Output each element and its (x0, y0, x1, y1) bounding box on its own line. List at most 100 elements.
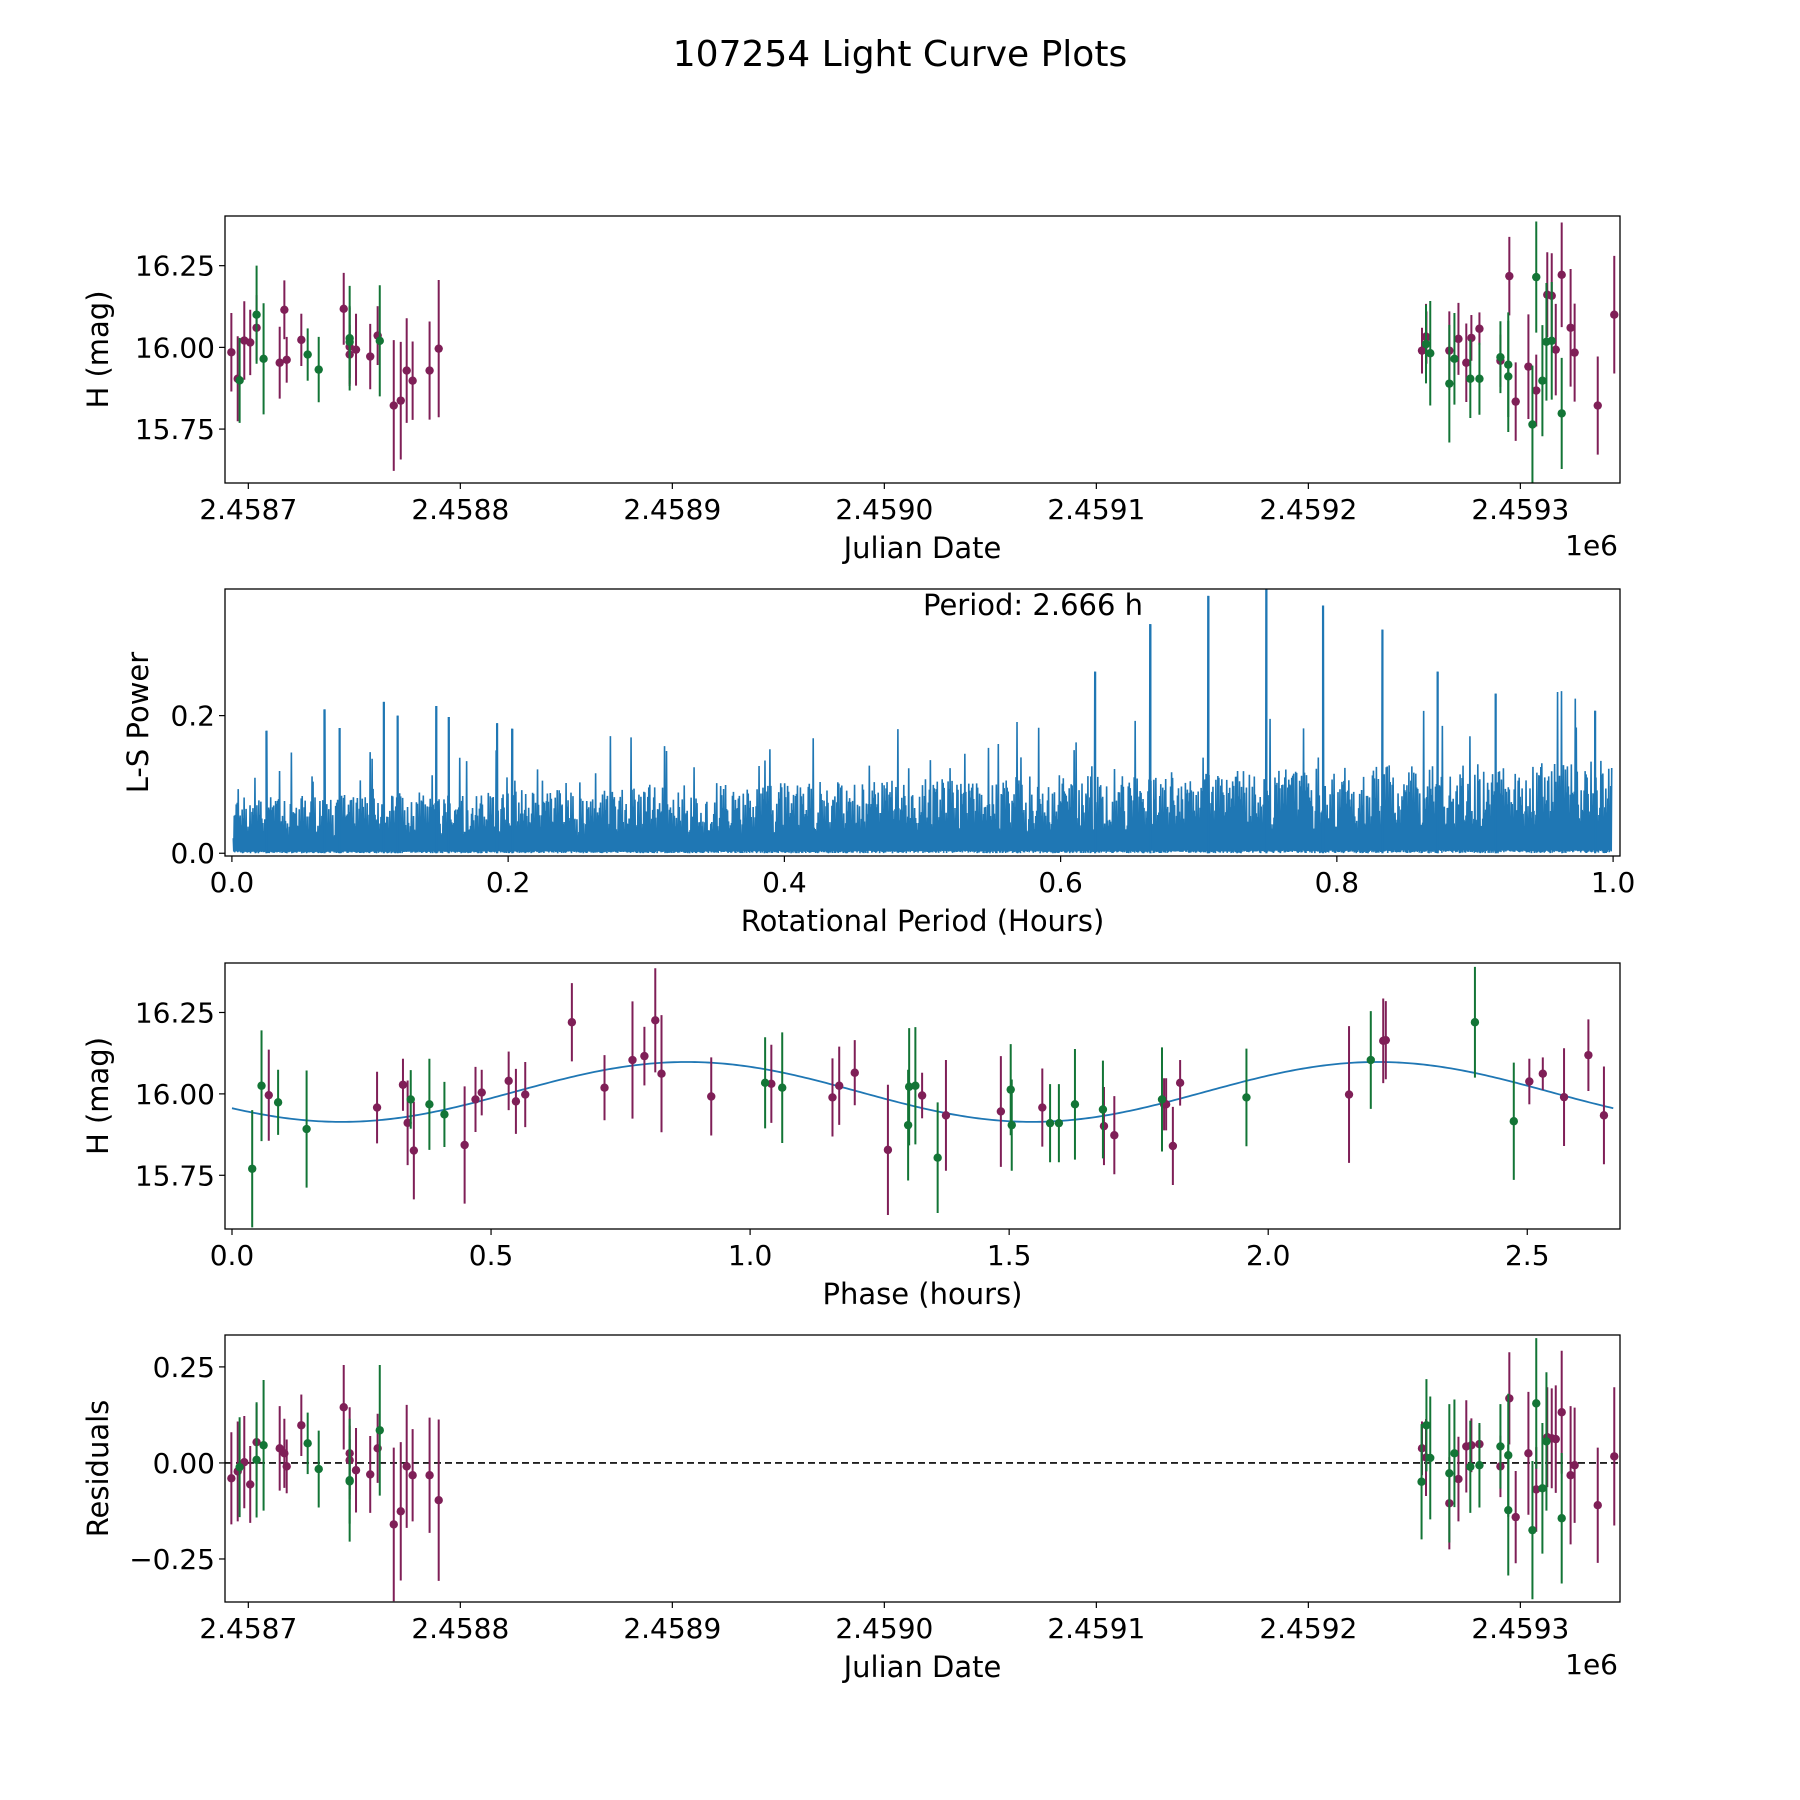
data-point (351, 1466, 361, 1475)
x-tick-label: 2.4590 (835, 493, 933, 526)
plot-area (231, 966, 1614, 1228)
data-point (252, 1455, 261, 1465)
data-point (1462, 358, 1471, 367)
plot-area (225, 1338, 1620, 1602)
data-point (257, 1081, 266, 1090)
data-point (425, 1100, 434, 1109)
data-point (1584, 1050, 1593, 1060)
data-point (835, 1081, 844, 1090)
data-point (1509, 1117, 1518, 1126)
data-point (1381, 1035, 1391, 1045)
x-tick-label: 1.0 (728, 1239, 773, 1272)
data-point (521, 1090, 530, 1099)
data-point (1242, 1093, 1251, 1102)
data-point (303, 350, 312, 359)
axes-frame (224, 1334, 1621, 1603)
data-point (425, 1471, 434, 1480)
data-point (1038, 1103, 1047, 1112)
axes-frame (224, 215, 1621, 484)
data-point (275, 358, 284, 367)
data-point (1593, 1500, 1602, 1510)
data-point (1524, 362, 1533, 371)
data-point (651, 1016, 660, 1025)
data-point (1559, 1092, 1569, 1102)
x-tick-label: 2.4587 (199, 1612, 297, 1645)
data-point (1467, 1441, 1476, 1450)
data-point (252, 310, 261, 319)
x-axis-label: Julian Date (842, 1650, 1002, 1684)
data-point (1422, 1421, 1431, 1430)
data-point (1532, 1399, 1541, 1408)
data-point (339, 1403, 348, 1412)
data-point (1570, 348, 1579, 357)
data-point (434, 1495, 443, 1505)
data-point (345, 337, 354, 347)
x-tick-label: 2.4593 (1471, 1612, 1569, 1645)
x-tick-label: 0.0 (210, 1239, 255, 1272)
y-tick-label: 0.0 (170, 837, 215, 870)
data-point (302, 1124, 311, 1134)
data-point (434, 344, 443, 353)
y-tick-label: 15.75 (135, 413, 215, 446)
x-tick-label: 2.4590 (835, 1612, 933, 1645)
data-point (408, 1471, 417, 1480)
residuals-panel: 2.4587 2.4588 2.4589 2.4590 2.4591 2.4592 2.45… (81, 1334, 1621, 1684)
data-point (1566, 1471, 1575, 1480)
data-point (1528, 420, 1537, 429)
data-point (1475, 1461, 1484, 1470)
y-axis-label: H (mag) (81, 290, 115, 408)
y-tick-label: 16.00 (135, 331, 215, 364)
data-point (273, 1098, 283, 1107)
data-point (235, 376, 244, 385)
data-point (911, 1081, 920, 1090)
y-axis-label: Residuals (81, 1400, 115, 1538)
data-point (425, 366, 434, 375)
data-point (1532, 386, 1541, 395)
data-point (707, 1092, 716, 1101)
data-point (1538, 1069, 1548, 1078)
data-point (297, 335, 306, 345)
x-tick-label: 2.4591 (1047, 1612, 1145, 1645)
data-point (409, 1146, 419, 1155)
data-point (246, 338, 255, 347)
data-point (345, 1477, 354, 1486)
data-point (1344, 1090, 1354, 1099)
data-point (440, 1110, 449, 1119)
data-point (1470, 1018, 1480, 1027)
x-tick-label: 2.4587 (199, 493, 297, 526)
best-period-annotation: Period: 2.666 h (923, 588, 1143, 622)
data-point (1532, 272, 1541, 282)
y-tick-label: 16.00 (135, 1078, 215, 1111)
data-point (1505, 1394, 1514, 1403)
data-point (1593, 401, 1602, 410)
data-point (235, 1462, 244, 1472)
axes-frame (224, 588, 1621, 857)
data-point (1496, 352, 1505, 362)
data-point (1504, 1505, 1513, 1515)
x-tick-label: 2.4589 (623, 1612, 721, 1645)
data-point (1525, 1077, 1534, 1086)
data-point (760, 1078, 770, 1088)
data-point (1045, 1118, 1055, 1128)
data-point (1504, 360, 1513, 369)
data-point (1475, 374, 1484, 383)
x-tick-label: 2.4592 (1259, 1612, 1357, 1645)
x-tick-label: 2.5 (1505, 1239, 1550, 1272)
series-group (248, 966, 1518, 1228)
y-tick-label: 16.25 (135, 996, 215, 1029)
data-point (1454, 1474, 1463, 1484)
data-point (1466, 1462, 1475, 1471)
x-axis-label: Rotational Period (Hours) (741, 904, 1105, 938)
data-point (396, 396, 405, 405)
data-point (280, 305, 289, 314)
data-point (1570, 1461, 1579, 1470)
data-point (375, 336, 384, 346)
data-point (511, 1097, 521, 1106)
y-tick-label: 15.75 (135, 1159, 215, 1192)
data-point (303, 1439, 312, 1448)
data-point (282, 355, 291, 364)
periodogram-panel: Period: 2.666 h 0.0 0.2 0.4 0.6 0.8 1.0 0.0 0.2 R… (121, 588, 1635, 938)
data-point (1557, 270, 1566, 280)
data-point (1496, 1442, 1505, 1451)
data-point (996, 1107, 1006, 1116)
